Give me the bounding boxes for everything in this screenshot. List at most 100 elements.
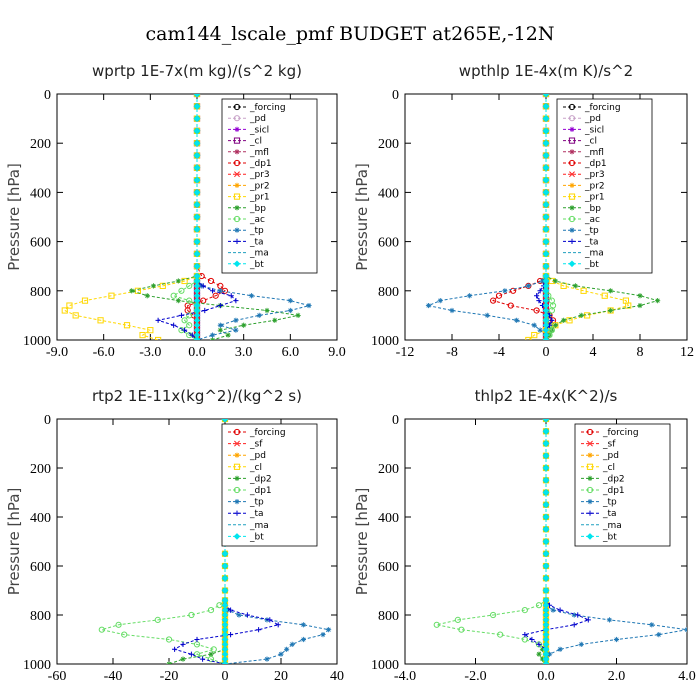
legend-marker bbox=[234, 171, 240, 178]
legend-marker bbox=[234, 227, 240, 233]
x-tick-label: -4.0 bbox=[394, 669, 416, 684]
x-tick-label: -3.0 bbox=[139, 345, 161, 360]
series-tp-point bbox=[437, 298, 443, 304]
legend-marker bbox=[233, 215, 241, 223]
series-ac-point bbox=[181, 317, 188, 324]
legend-label: _pr3 bbox=[249, 170, 270, 180]
series-bt-point bbox=[193, 139, 201, 147]
legend-marker bbox=[569, 149, 575, 155]
series-tp-point bbox=[217, 288, 223, 294]
legend: _forcing_pd_sicl_cl_mfl_dp1_pr3_pr2_pr1_… bbox=[556, 98, 653, 274]
legend-label: _bp bbox=[249, 204, 266, 214]
series-dp1-point bbox=[207, 656, 215, 663]
series-bp-point bbox=[572, 283, 578, 289]
legend-marker bbox=[233, 193, 241, 200]
legend-label: _ta bbox=[584, 237, 599, 247]
x-tick-label: -4 bbox=[493, 345, 505, 360]
legend-marker bbox=[587, 452, 593, 458]
x-tick-label: 8 bbox=[637, 345, 644, 360]
legend-label: _forcing bbox=[249, 103, 286, 113]
series-pr1-point bbox=[147, 327, 154, 334]
legend-label: _cl bbox=[249, 463, 262, 473]
series-bp-point bbox=[578, 312, 584, 318]
y-tick-label: 400 bbox=[30, 186, 51, 201]
series-ta-point bbox=[178, 312, 185, 318]
series-tp-point bbox=[217, 322, 223, 328]
series-dp2-point bbox=[208, 651, 214, 657]
series-bt-point bbox=[193, 94, 201, 98]
y-tick-label: 400 bbox=[378, 511, 399, 526]
series-group bbox=[433, 419, 687, 664]
series-bt-point bbox=[193, 262, 201, 270]
legend-marker bbox=[568, 115, 576, 122]
legend-label: _pd bbox=[602, 451, 619, 461]
series-bt-point bbox=[542, 489, 550, 496]
legend-marker bbox=[568, 159, 576, 167]
legend-label: _cl bbox=[249, 137, 262, 147]
y-axis-label: Pressure [hPa] bbox=[353, 163, 371, 271]
legend-marker bbox=[234, 475, 240, 481]
series-bp-point bbox=[608, 307, 614, 314]
x-tick-label: 3.0 bbox=[235, 345, 253, 360]
series-dp1-point bbox=[154, 616, 161, 624]
panel-title: rtp2 1E-11x(kg^2)/(kg^2 s) bbox=[92, 387, 302, 405]
series-tp-point bbox=[425, 302, 432, 309]
legend-marker bbox=[233, 137, 241, 144]
x-tick-label: -6.0 bbox=[93, 345, 115, 360]
series-bt-point bbox=[542, 250, 550, 258]
series-dp1-point bbox=[193, 651, 201, 658]
legend-label: _cl bbox=[602, 463, 615, 473]
series-bp-point bbox=[241, 322, 247, 328]
series-tp-point bbox=[537, 327, 543, 333]
legend-label: _bt bbox=[249, 260, 264, 270]
series-tp-point bbox=[684, 627, 687, 633]
legend-label: _bt bbox=[249, 532, 264, 542]
legend-marker bbox=[568, 103, 576, 111]
legend-label: _cl bbox=[584, 137, 597, 147]
series-dp2-point bbox=[180, 656, 186, 662]
series-pr1-point bbox=[584, 312, 591, 319]
series-pr1-point bbox=[525, 336, 532, 340]
series-bt-point bbox=[193, 250, 201, 258]
series-bt-point bbox=[542, 115, 550, 122]
series-dp1-point bbox=[98, 626, 105, 633]
series-bt-point bbox=[542, 189, 550, 196]
series-pr1-point bbox=[61, 307, 68, 314]
series-bt-point bbox=[542, 94, 550, 98]
legend-label: _tp bbox=[584, 226, 599, 236]
y-tick-label: 600 bbox=[30, 236, 51, 251]
series-bp-point bbox=[144, 293, 150, 299]
series-bt-point bbox=[193, 102, 201, 110]
legend-marker bbox=[569, 126, 575, 132]
legend-label: _ma bbox=[602, 521, 622, 531]
series-pr1-point bbox=[134, 287, 141, 294]
y-tick-label: 600 bbox=[378, 236, 399, 251]
x-tick-label: -40 bbox=[104, 669, 123, 684]
series-pr1-point bbox=[72, 312, 79, 319]
y-tick-label: 1000 bbox=[23, 334, 51, 349]
legend-label: _pr2 bbox=[584, 181, 605, 191]
axes-frame bbox=[56, 418, 338, 665]
series-tp-point bbox=[502, 288, 508, 294]
y-tick-label: 0 bbox=[392, 88, 399, 103]
legend-label: _forcing bbox=[584, 103, 621, 113]
legend-label: _mfl bbox=[249, 148, 269, 158]
series-tp-point bbox=[578, 641, 584, 647]
legend-box bbox=[221, 423, 318, 547]
series-tp-point bbox=[546, 651, 553, 657]
series-bp-point bbox=[608, 288, 614, 294]
legend: _forcing _sf_pd _cl_dp2 _dp1 _tp_ta _ma_bt bbox=[574, 423, 671, 547]
series-pr1-point bbox=[181, 277, 188, 285]
series-pr1-point bbox=[108, 292, 115, 299]
series-ac-point bbox=[186, 322, 193, 329]
series-bt-point bbox=[542, 225, 550, 233]
series-bt-point bbox=[542, 587, 550, 594]
x-tick-label: 0.0 bbox=[537, 669, 555, 684]
series-bt-point bbox=[221, 419, 229, 423]
legend-marker bbox=[234, 149, 240, 155]
series-ta-point bbox=[217, 302, 223, 309]
series-tp-point bbox=[287, 307, 293, 314]
legend-marker bbox=[569, 227, 575, 233]
legend-marker bbox=[233, 115, 241, 122]
series-tp-point bbox=[656, 632, 662, 638]
